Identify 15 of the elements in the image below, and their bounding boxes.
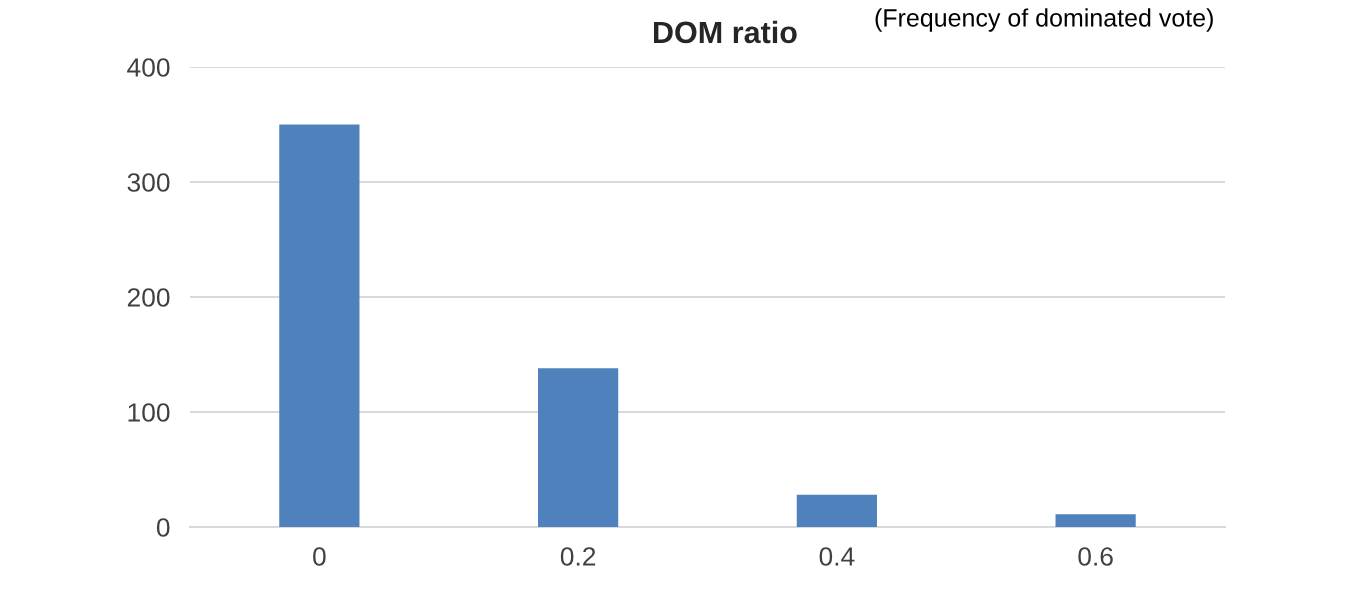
y-tick-label: 300 bbox=[127, 173, 170, 192]
bar bbox=[796, 494, 877, 527]
x-tick-label: 0.2 bbox=[560, 547, 596, 566]
y-tick-label: 400 bbox=[127, 58, 170, 77]
x-tick-label: 0.4 bbox=[819, 547, 855, 566]
bar bbox=[1055, 514, 1136, 527]
chart-subtitle: (Frequency of dominated vote) bbox=[875, 8, 1213, 32]
y-tick-label: 200 bbox=[127, 288, 170, 307]
bar bbox=[538, 368, 619, 527]
y-tick-label: 100 bbox=[128, 403, 170, 422]
chart-title: DOM ratio bbox=[653, 20, 797, 44]
x-tick-label: 0.6 bbox=[1078, 547, 1113, 566]
x-tick-label: 0 bbox=[313, 547, 326, 566]
y-tick-label: 0 bbox=[156, 518, 170, 537]
bar bbox=[279, 124, 360, 527]
